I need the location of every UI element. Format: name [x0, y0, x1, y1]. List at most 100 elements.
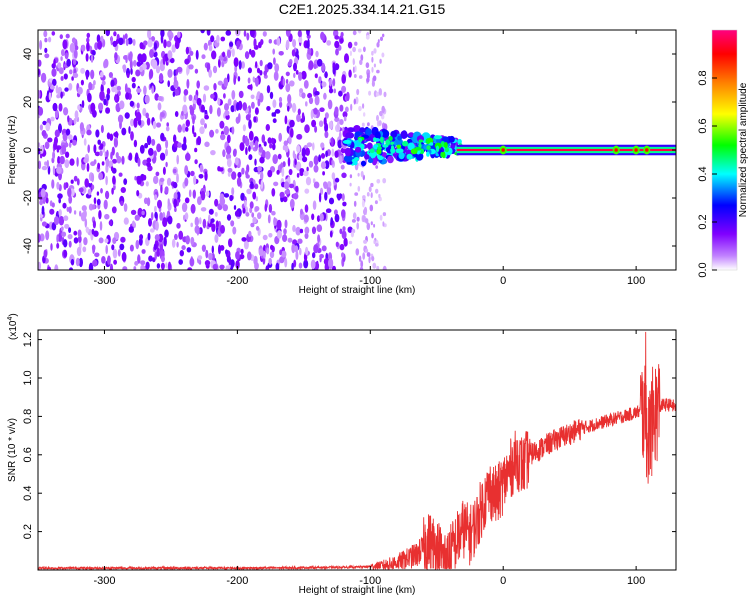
noise-blob	[57, 156, 61, 165]
noise-blob	[69, 158, 75, 166]
noise-blob	[190, 222, 193, 228]
noise-blob	[253, 255, 258, 266]
noise-blob	[60, 56, 63, 61]
fringe-blob	[376, 114, 379, 122]
noise-blob	[325, 208, 332, 213]
cluster-blob	[348, 127, 355, 133]
noise-blob	[50, 243, 53, 251]
spectrogram-ytick-label: 40	[22, 48, 34, 60]
noise-blob	[259, 59, 263, 67]
noise-blob	[231, 187, 235, 196]
noise-blob	[72, 59, 77, 65]
fringe-blob	[348, 240, 353, 245]
noise-blob	[181, 143, 187, 151]
noise-blob	[98, 210, 102, 220]
noise-blob	[144, 142, 149, 149]
spectrogram-xtick-label: 0	[500, 275, 506, 287]
fringe-blob	[353, 74, 357, 78]
noise-blob	[73, 210, 77, 215]
snr-ytick-label: 0.8	[22, 409, 34, 424]
noise-blob	[340, 164, 345, 170]
noise-blob	[41, 221, 47, 227]
noise-blob	[86, 162, 90, 172]
noise-blob	[43, 249, 48, 259]
noise-blob	[226, 134, 231, 144]
cluster-blob	[374, 131, 381, 141]
noise-blob	[287, 105, 290, 112]
noise-blob	[130, 131, 134, 141]
noise-blob	[39, 40, 43, 50]
noise-blob	[299, 247, 302, 256]
noise-blob	[39, 124, 44, 131]
fringe-blob	[376, 179, 381, 184]
noise-blob	[78, 187, 84, 193]
noise-blob	[162, 55, 166, 65]
noise-blob	[93, 144, 97, 154]
snr-xtick-label: -200	[226, 575, 248, 587]
noise-blob	[326, 185, 332, 195]
noise-blob	[96, 198, 101, 206]
noise-blob	[85, 226, 90, 233]
noise-blob	[328, 78, 332, 87]
noise-blob	[141, 53, 147, 63]
noise-blob	[211, 223, 216, 232]
snr-ytick-label: 1.2	[22, 332, 34, 347]
noise-blob	[59, 155, 65, 165]
noise-blob	[220, 133, 226, 141]
noise-blob	[323, 183, 329, 189]
noise-blob	[91, 172, 95, 183]
noise-blob	[204, 123, 207, 129]
noise-blob	[218, 244, 221, 255]
noise-blob	[167, 198, 170, 207]
noise-blob	[60, 91, 63, 99]
snr-xtick-label: 0	[500, 575, 506, 587]
noise-blob	[267, 214, 271, 224]
fringe-blob	[379, 214, 383, 221]
noise-blob	[41, 165, 48, 171]
noise-blob	[139, 234, 144, 240]
noise-blob	[91, 204, 95, 210]
noise-blob	[40, 72, 47, 83]
noise-blob	[38, 233, 41, 243]
noise-blob	[76, 246, 82, 257]
noise-blob	[316, 215, 321, 223]
noise-blob	[136, 175, 142, 185]
fringe-blob	[373, 63, 376, 68]
noise-blob	[313, 63, 317, 70]
noise-blob	[194, 68, 199, 74]
noise-blob	[334, 213, 340, 223]
noise-blob	[301, 70, 307, 80]
noise-blob	[174, 40, 180, 50]
noise-blob	[44, 37, 48, 43]
noise-blob	[247, 105, 252, 115]
noise-blob	[231, 90, 236, 100]
noise-blob	[93, 159, 97, 165]
noise-blob	[255, 196, 259, 202]
noise-blob	[123, 178, 128, 186]
noise-blob	[257, 212, 262, 220]
noise-blob	[105, 107, 111, 114]
noise-blob	[44, 161, 48, 166]
noise-blob	[174, 207, 177, 213]
noise-blob	[73, 118, 77, 125]
noise-blob	[61, 49, 65, 57]
noise-blob	[154, 251, 157, 260]
noise-blob	[266, 85, 271, 94]
noise-blob	[265, 265, 270, 270]
noise-blob	[236, 40, 241, 48]
noise-blob	[129, 59, 133, 70]
noise-blob	[72, 139, 77, 146]
fringe-blob	[371, 56, 374, 63]
noise-blob	[65, 33, 70, 39]
noise-blob	[54, 109, 59, 119]
spectrogram-ytick-label: -20	[22, 190, 34, 206]
noise-blob	[239, 142, 245, 152]
snr-background	[38, 330, 676, 570]
noise-blob	[248, 130, 254, 141]
noise-blob	[288, 168, 293, 176]
noise-blob	[67, 187, 72, 198]
noise-blob	[342, 201, 347, 207]
cluster-blob	[368, 151, 378, 157]
noise-blob	[206, 190, 210, 197]
